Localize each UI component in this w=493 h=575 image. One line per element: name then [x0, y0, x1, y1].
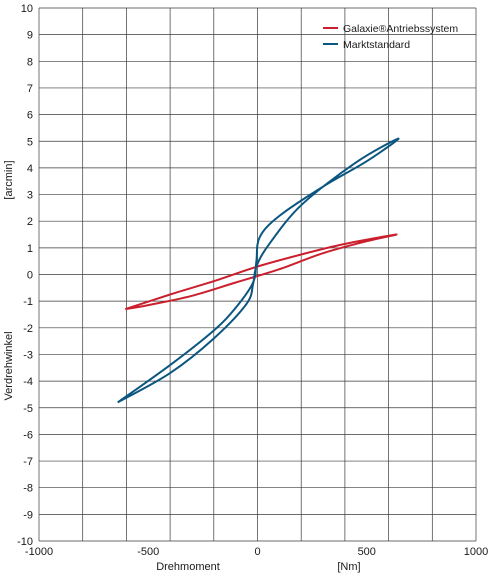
y-tick-label: 5	[27, 136, 33, 148]
legend: Galaxie®Antriebssystem Marktstandard	[323, 23, 458, 51]
y-tick-label: 10	[21, 3, 33, 15]
x-tick-label: 1000	[464, 546, 488, 558]
y-tick-label: -4	[23, 376, 33, 388]
y-tick-label: -8	[23, 483, 33, 495]
x-axis-ticks: -1000 -500 0 500 1000	[25, 546, 488, 558]
y-tick-label: -1	[23, 296, 33, 308]
y-tick-label: -6	[23, 429, 33, 441]
x-axis-label-title: Drehmoment	[156, 561, 220, 573]
y-tick-label: -3	[23, 349, 33, 361]
x-tick-label: -500	[137, 546, 159, 558]
y-tick-label: -10	[17, 536, 33, 548]
y-tick-label: 6	[27, 110, 33, 122]
y-tick-label: 2	[27, 216, 33, 228]
y-tick-label: 8	[27, 56, 33, 68]
y-tick-label: 1	[27, 243, 33, 255]
y-tick-label: 4	[27, 163, 33, 175]
series-line-marktstandard	[117, 137, 400, 404]
x-tick-label: 500	[358, 546, 376, 558]
y-tick-label: 3	[27, 190, 33, 202]
y-tick-label: -7	[23, 456, 33, 468]
chart-grid	[38, 7, 477, 542]
y-axis-label-unit: [arcmin]	[3, 160, 15, 199]
series-line-galaxie	[124, 233, 398, 311]
x-axis-label-unit: [Nm]	[337, 561, 360, 573]
x-tick-label: -1000	[25, 546, 53, 558]
x-tick-label: 0	[254, 546, 260, 558]
y-axis-label-title: Verdrehwinkel	[3, 331, 15, 400]
y-tick-label: -5	[23, 403, 33, 415]
legend-label-marktstandard: Marktstandard	[343, 39, 410, 51]
legend-label-galaxie: Galaxie®Antriebssystem	[343, 23, 458, 35]
y-tick-label: -9	[23, 509, 33, 521]
y-tick-label: -2	[23, 323, 33, 335]
y-tick-label: 9	[27, 30, 33, 42]
chart-series-layer	[117, 137, 400, 404]
y-tick-label: 0	[27, 270, 33, 282]
y-tick-label: 7	[27, 83, 33, 95]
